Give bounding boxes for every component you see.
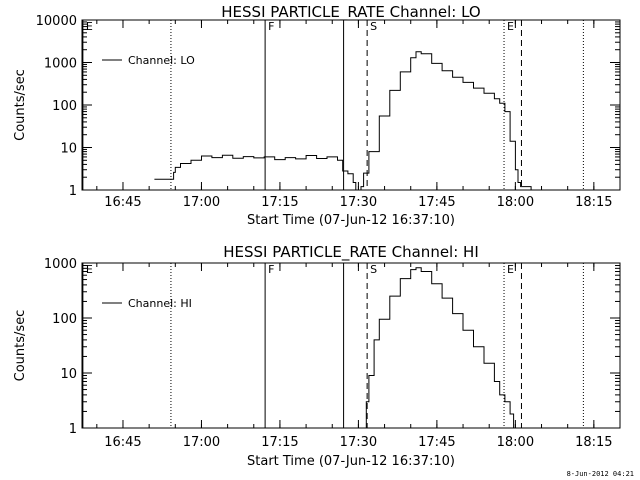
legend-label: Channel: HI [128,297,192,310]
event-marker-label: E [86,20,93,33]
event-marker-label: E [507,20,514,33]
chart-panel-2: HESSI PARTICLE_RATE Channel: HI Counts/se… [13,243,621,469]
x-tick-label: 17:30 [340,195,377,210]
event-marker-label: F [268,263,274,276]
event-marker-label: E [507,263,514,276]
chart-title: HESSI PARTICLE_RATE Channel: LO [221,3,480,22]
y-tick-label: 1 [69,184,77,199]
y-tick-label: 10 [60,367,77,382]
x-tick-label: 18:15 [575,435,612,450]
plot-frame [81,262,621,429]
x-tick-label: 17:00 [183,195,220,210]
x-tick-label: 18:00 [497,195,534,210]
chart-title: HESSI PARTICLE_RATE Channel: HI [223,243,479,262]
x-tick-label: 17:30 [340,435,377,450]
plot-frame [81,19,621,191]
y-tick-label: 100 [52,99,77,114]
event-marker-label: S [370,20,377,33]
y-tick-label: 10 [60,142,77,157]
event-marker-label: E [86,263,93,276]
x-tick-label: 16:45 [104,195,141,210]
y-tick-label: 1000 [44,57,77,72]
x-tick-label: 17:00 [183,435,220,450]
event-marker-label: S [370,263,377,276]
y-axis-label: Counts/sec [13,69,28,141]
y-tick-label: 1 [69,422,77,437]
event-marker-label: F [268,20,274,33]
y-axis-label: Counts/sec [13,310,28,382]
chart-panel-1: HESSI PARTICLE_RATE Channel: LO Counts/se… [13,3,621,228]
x-tick-label: 18:00 [497,435,534,450]
y-tick-label: 10000 [36,14,77,29]
x-axis-label: Start Time (07-Jun-12 16:37:10) [247,454,455,469]
footer-timestamp: 8-Jun-2012 04:21 [566,470,634,478]
x-tick-label: 17:45 [418,435,455,450]
legend-label: Channel: LO [128,54,195,67]
series-line [154,51,542,191]
x-tick-label: 17:15 [261,435,298,450]
x-tick-label: 18:15 [575,195,612,210]
x-tick-label: 16:45 [104,435,141,450]
series-line [361,267,515,429]
y-tick-label: 100 [52,312,77,327]
x-tick-label: 17:15 [261,195,298,210]
x-axis-label: Start Time (07-Jun-12 16:37:10) [247,213,455,228]
y-tick-label: 1000 [44,257,77,272]
x-tick-label: 17:45 [418,195,455,210]
